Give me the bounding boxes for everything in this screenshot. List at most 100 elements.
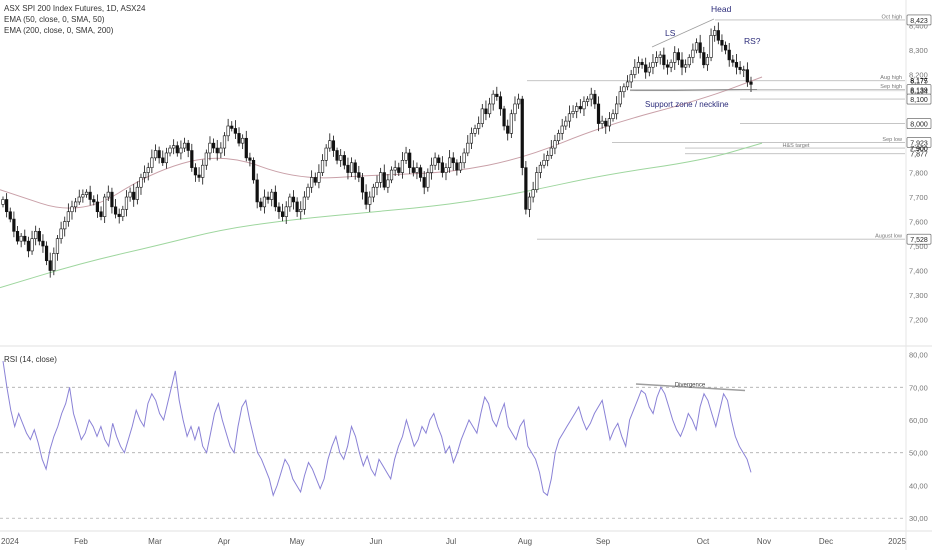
candle: [633, 59, 637, 79]
candle-body: [458, 162, 463, 171]
candle-body: [157, 150, 161, 159]
candle: [349, 157, 354, 177]
candle-body: [273, 191, 277, 208]
candle-body: [201, 164, 205, 178]
candle: [313, 172, 317, 186]
price-label: 7,877: [910, 152, 928, 159]
candle: [426, 168, 430, 192]
candle: [477, 116, 481, 135]
candle-body: [382, 172, 386, 188]
candle: [135, 181, 139, 205]
candle-body: [698, 42, 702, 53]
candle: [34, 225, 38, 246]
candle: [168, 145, 172, 157]
candle: [280, 203, 285, 222]
candle: [542, 153, 546, 169]
ema200-line: [0, 142, 763, 289]
candle-body: [237, 133, 241, 144]
candle: [81, 189, 85, 203]
candle: [684, 59, 688, 73]
candle: [12, 211, 16, 238]
candle-body: [542, 160, 546, 166]
candle-body: [433, 157, 437, 166]
candle: [560, 118, 564, 140]
time-tick-label: Dec: [819, 537, 833, 546]
candle-body: [586, 98, 590, 102]
candle: [422, 171, 426, 195]
candle: [164, 147, 168, 169]
candle-body: [702, 52, 706, 66]
candle: [175, 141, 179, 157]
candle-body: [571, 111, 575, 115]
candle: [77, 189, 81, 205]
candle-body: [517, 98, 521, 105]
candle: [92, 195, 96, 206]
candle: [266, 191, 270, 204]
candle-body: [360, 177, 365, 193]
candle-body: [582, 101, 586, 110]
divergence-line: [635, 383, 746, 392]
candle-body: [77, 196, 81, 203]
candle: [611, 109, 615, 122]
candle-body: [738, 66, 742, 70]
candle: [299, 201, 303, 220]
candle: [44, 241, 49, 266]
candle: [451, 152, 455, 171]
candle-body: [418, 167, 423, 178]
candle-body: [266, 196, 270, 200]
candle: [705, 54, 710, 71]
candle-body: [633, 66, 637, 75]
candle: [357, 165, 361, 183]
candle: [502, 105, 506, 131]
candle: [353, 159, 357, 180]
candle-body: [74, 201, 78, 208]
candle-body: [139, 177, 143, 188]
candle-body: [556, 133, 561, 142]
candle: [535, 166, 539, 193]
candle-body: [600, 120, 604, 124]
candle-body: [429, 164, 434, 173]
price-label-box: [906, 118, 932, 129]
candle-body: [437, 157, 441, 164]
candle: [673, 46, 677, 70]
candle: [716, 22, 720, 45]
rsi-tick-label: 30,00: [909, 514, 928, 523]
candle: [172, 139, 176, 155]
candle: [742, 65, 746, 78]
rs-label: RS?: [744, 36, 761, 46]
candle: [462, 148, 466, 169]
neckline-label: Support zone / neckline: [645, 100, 729, 109]
candle-body: [389, 169, 394, 181]
candle: [669, 59, 673, 73]
candle-body: [400, 160, 405, 173]
pattern-annotations: LS Head RS? Support zone / neckline: [629, 4, 761, 109]
candle-body: [742, 69, 746, 71]
candle-body: [444, 167, 448, 173]
candle: [691, 43, 695, 64]
candle-body: [59, 228, 63, 239]
candle-body: [113, 206, 118, 215]
candle-body: [95, 201, 100, 213]
candle: [346, 157, 350, 180]
candle: [607, 112, 611, 132]
candle-body: [128, 191, 132, 198]
candle: [386, 174, 390, 193]
candle: [615, 96, 619, 120]
candle-body: [448, 157, 452, 168]
candle: [150, 149, 154, 174]
candle-body: [331, 140, 336, 151]
candles: [1, 22, 753, 278]
candle: [596, 96, 601, 132]
candle-body: [466, 142, 470, 154]
candle-body: [629, 74, 633, 83]
candle: [593, 90, 597, 109]
candle-body: [386, 179, 390, 188]
candle: [317, 164, 321, 189]
candle: [121, 205, 125, 222]
candle-body: [426, 172, 430, 188]
candle: [404, 146, 408, 164]
candle-body: [44, 245, 49, 262]
price-tick-label: 7,500: [909, 242, 928, 251]
time-tick-label: Oct: [697, 537, 710, 546]
